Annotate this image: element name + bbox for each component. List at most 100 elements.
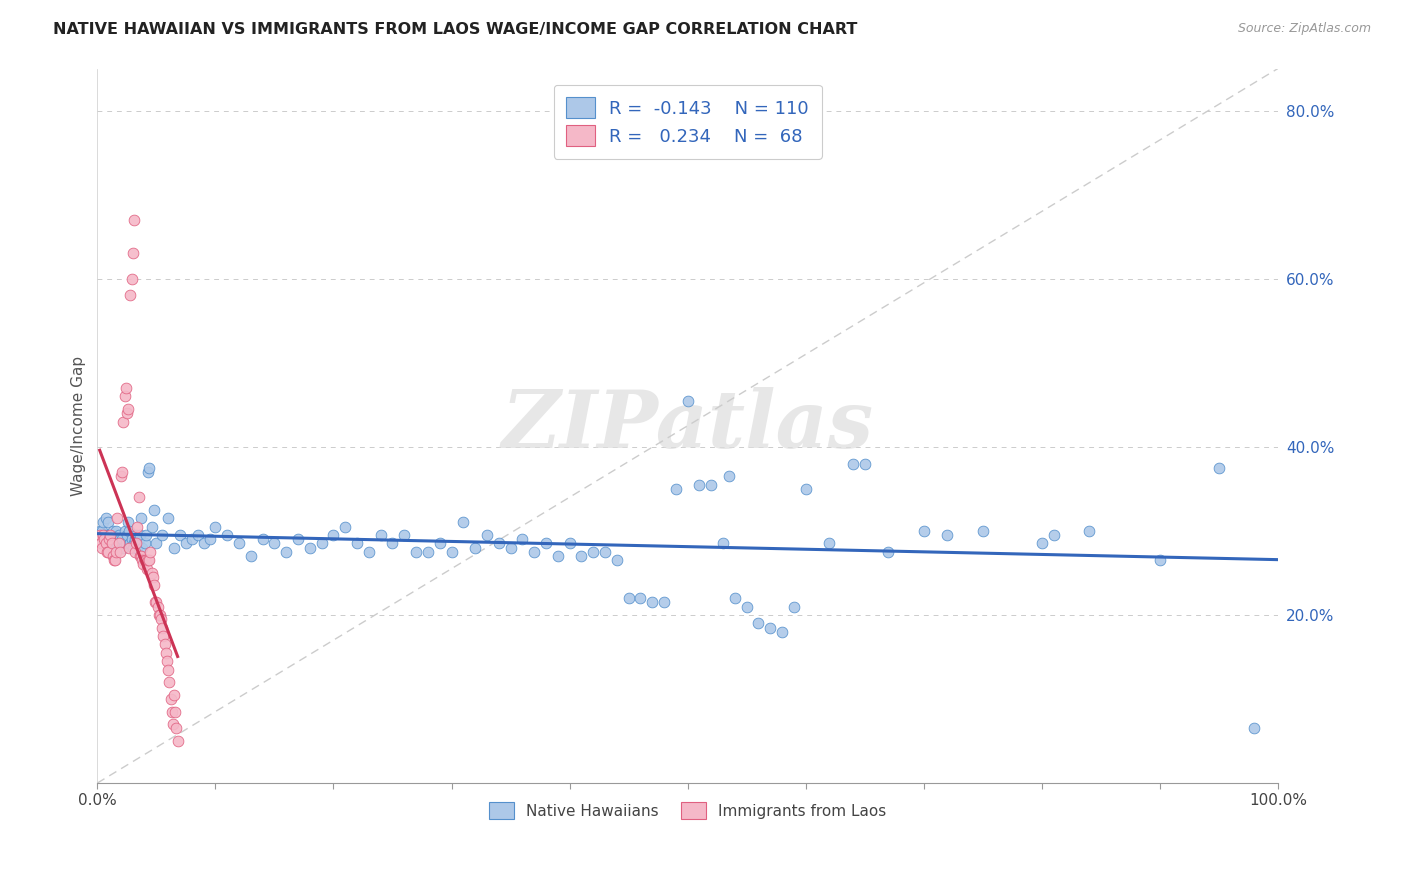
Point: [134, 553, 156, 567]
Point: [523, 545, 546, 559]
Point: [193, 536, 215, 550]
Point: [416, 545, 439, 559]
Point: [357, 545, 380, 559]
Point: [169, 528, 191, 542]
Point: [132, 558, 155, 572]
Point: [794, 482, 817, 496]
Point: [972, 524, 994, 538]
Point: [111, 465, 134, 479]
Point: [121, 533, 143, 547]
Point: [107, 536, 129, 550]
Point: [735, 599, 758, 614]
Point: [1031, 536, 1053, 550]
Point: [110, 469, 132, 483]
Point: [139, 545, 162, 559]
Point: [96, 545, 118, 559]
Point: [156, 654, 179, 668]
Point: [582, 545, 605, 559]
Point: [103, 553, 125, 567]
Point: [129, 549, 152, 563]
Point: [187, 528, 209, 542]
Point: [121, 271, 143, 285]
Point: [124, 545, 146, 559]
Point: [263, 536, 285, 550]
Point: [128, 528, 150, 542]
Point: [136, 465, 159, 479]
Point: [100, 536, 122, 550]
Point: [150, 528, 173, 542]
Point: [128, 549, 150, 563]
Point: [100, 528, 122, 542]
Point: [127, 519, 149, 533]
Point: [105, 545, 128, 559]
Point: [724, 591, 747, 606]
Point: [1208, 460, 1230, 475]
Point: [163, 688, 186, 702]
Point: [142, 570, 165, 584]
Point: [98, 533, 121, 547]
Point: [121, 246, 143, 260]
Point: [97, 516, 120, 530]
Point: [111, 533, 134, 547]
Point: [136, 553, 159, 567]
Point: [558, 536, 581, 550]
Point: [159, 692, 181, 706]
Point: [110, 536, 132, 550]
Point: [770, 624, 793, 639]
Point: [198, 533, 221, 547]
Point: [91, 528, 114, 542]
Point: [166, 734, 188, 748]
Point: [125, 528, 148, 542]
Point: [94, 536, 117, 550]
Point: [103, 536, 125, 550]
Point: [464, 541, 486, 555]
Point: [547, 549, 569, 563]
Point: [276, 545, 298, 559]
Point: [120, 536, 142, 550]
Point: [346, 536, 368, 550]
Point: [98, 528, 121, 542]
Point: [143, 578, 166, 592]
Point: [877, 545, 900, 559]
Point: [118, 524, 141, 538]
Point: [688, 477, 710, 491]
Point: [617, 591, 640, 606]
Point: [174, 536, 197, 550]
Point: [114, 389, 136, 403]
Point: [1042, 528, 1064, 542]
Point: [180, 533, 202, 547]
Point: [114, 524, 136, 538]
Point: [89, 528, 111, 542]
Point: [217, 528, 239, 542]
Point: [628, 591, 651, 606]
Point: [136, 562, 159, 576]
Point: [1243, 722, 1265, 736]
Point: [143, 595, 166, 609]
Point: [239, 549, 262, 563]
Point: [112, 541, 135, 555]
Point: [146, 599, 169, 614]
Point: [155, 646, 177, 660]
Point: [641, 595, 664, 609]
Point: [115, 406, 138, 420]
Point: [129, 511, 152, 525]
Point: [124, 533, 146, 547]
Point: [440, 545, 463, 559]
Point: [112, 415, 135, 429]
Point: [90, 536, 112, 550]
Point: [405, 545, 427, 559]
Point: [204, 519, 226, 533]
Point: [322, 528, 344, 542]
Point: [91, 516, 114, 530]
Point: [104, 528, 127, 542]
Point: [593, 545, 616, 559]
Point: [499, 541, 522, 555]
Point: [107, 528, 129, 542]
Point: [91, 524, 114, 538]
Point: [335, 519, 357, 533]
Point: [143, 503, 166, 517]
Point: [157, 675, 180, 690]
Point: [128, 490, 150, 504]
Point: [107, 536, 129, 550]
Point: [475, 528, 498, 542]
